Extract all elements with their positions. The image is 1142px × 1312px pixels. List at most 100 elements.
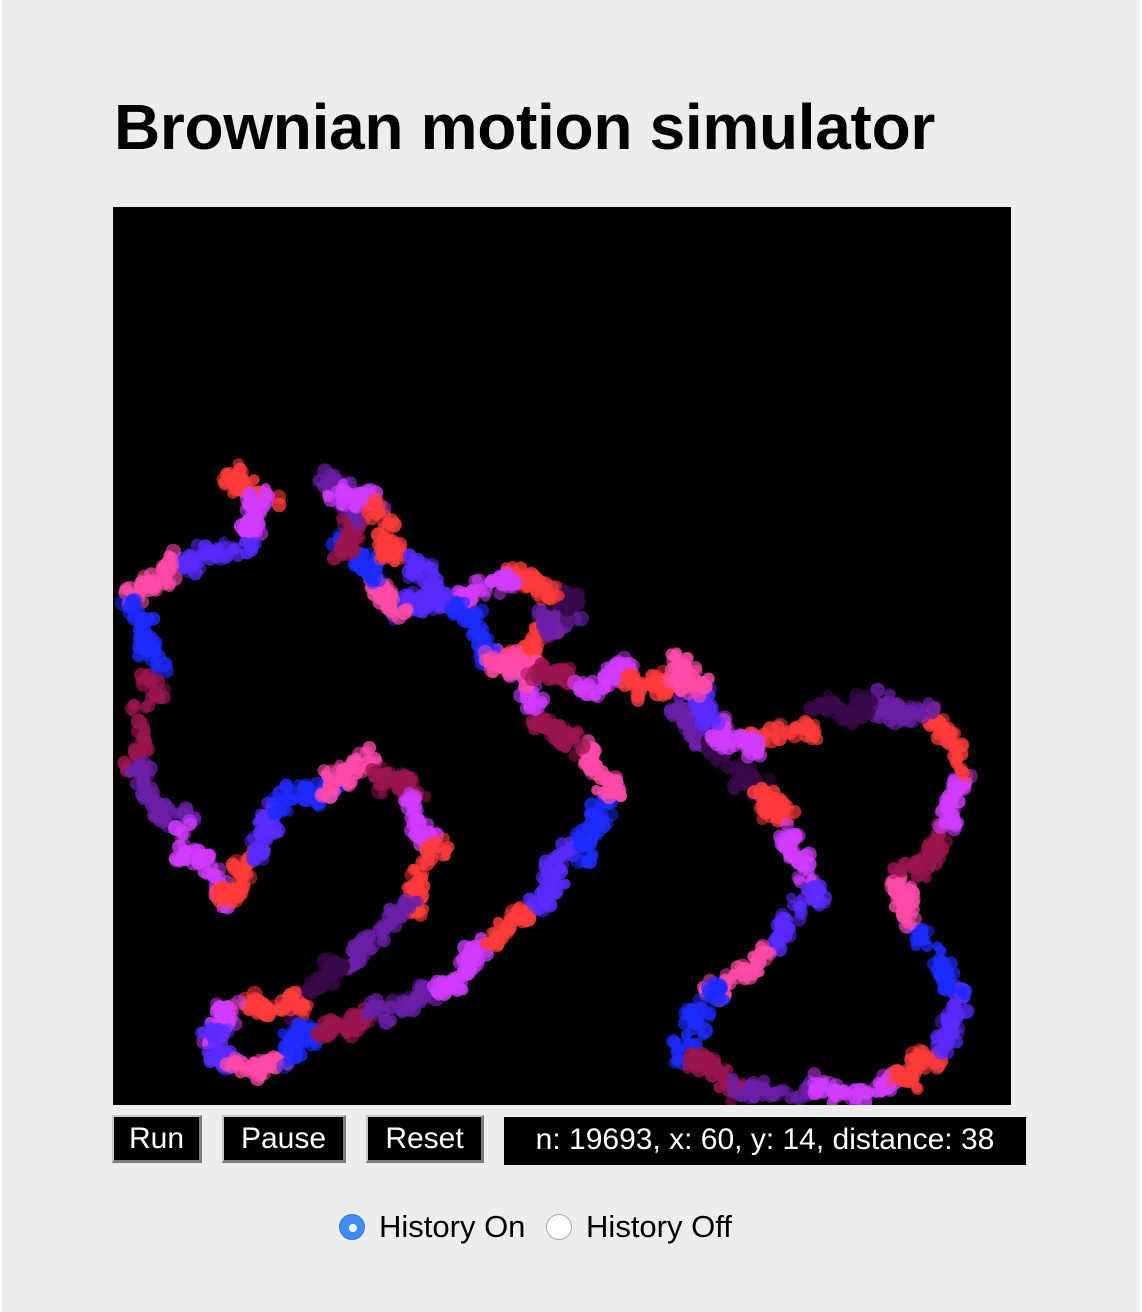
trail-dot bbox=[747, 950, 760, 963]
trail-dot bbox=[229, 881, 241, 893]
trail-dot bbox=[680, 1029, 692, 1041]
trail-dot bbox=[356, 1018, 370, 1032]
trail-dot bbox=[499, 654, 515, 669]
trail-dot bbox=[175, 556, 190, 571]
trail-dot bbox=[697, 1030, 709, 1041]
trail-dot bbox=[383, 917, 397, 930]
trail-dot bbox=[950, 999, 962, 1010]
trail-dot bbox=[648, 680, 660, 691]
trail-dot bbox=[138, 771, 150, 783]
trail-dot bbox=[317, 764, 331, 778]
left-border bbox=[0, 0, 2, 1312]
trail-dot bbox=[141, 698, 156, 713]
trail-dot bbox=[312, 474, 326, 488]
trail-dot bbox=[143, 673, 159, 689]
trail-dot bbox=[894, 864, 906, 876]
radio-unchecked-icon[interactable] bbox=[546, 1214, 573, 1240]
trail-dot bbox=[776, 1084, 789, 1097]
pause-button[interactable]: Pause bbox=[222, 1115, 346, 1163]
trail-dot bbox=[697, 677, 709, 690]
trail-dot bbox=[587, 758, 603, 775]
status-readout: n: 19693, x: 60, y: 14, distance: 38 bbox=[504, 1117, 1026, 1165]
trail-dot bbox=[949, 1035, 964, 1049]
trail-dot bbox=[949, 814, 961, 826]
trail-dot bbox=[597, 786, 612, 800]
trail-dot bbox=[412, 591, 424, 603]
trail-dot bbox=[157, 813, 172, 828]
trail-dot bbox=[323, 468, 337, 482]
history-on-option[interactable]: History On bbox=[339, 1205, 525, 1249]
trail-dot bbox=[586, 852, 598, 863]
trail-dot bbox=[945, 813, 960, 829]
trail-dot bbox=[671, 658, 686, 673]
trail-dot bbox=[177, 828, 189, 840]
trail-dot bbox=[886, 875, 900, 889]
trail-dot bbox=[409, 895, 421, 907]
trail-dot bbox=[573, 610, 589, 627]
trail-dot bbox=[584, 674, 600, 690]
trail-dot bbox=[244, 543, 259, 557]
trail-dot bbox=[692, 688, 707, 703]
trail-dot bbox=[362, 741, 377, 755]
trail-dot bbox=[282, 805, 294, 817]
trail-dot bbox=[960, 1003, 975, 1019]
trail-dot bbox=[163, 550, 175, 562]
trail-dot bbox=[800, 731, 812, 744]
trail-dot bbox=[248, 474, 260, 486]
trail-dot bbox=[246, 985, 263, 1002]
trail-dot bbox=[538, 860, 552, 874]
trail-dot bbox=[687, 1048, 703, 1065]
trail-dot bbox=[756, 1088, 770, 1102]
trail-dot bbox=[435, 847, 450, 862]
trail-dot bbox=[521, 910, 537, 926]
trail-dot bbox=[277, 1028, 289, 1040]
trail-dot bbox=[340, 535, 353, 547]
trail-dot bbox=[526, 570, 540, 584]
trail-dot bbox=[935, 954, 948, 967]
trail-dot bbox=[260, 1007, 273, 1020]
trail-dot bbox=[178, 801, 194, 817]
trail-dot bbox=[760, 793, 776, 809]
page-title: Brownian motion simulator bbox=[114, 91, 935, 163]
trail-dot bbox=[267, 806, 282, 821]
radio-checked-icon[interactable] bbox=[339, 1214, 365, 1240]
trail-dot bbox=[954, 737, 970, 753]
trail-dot bbox=[768, 730, 782, 743]
trail-dot bbox=[159, 663, 174, 679]
history-toggle-group: History On History Off bbox=[339, 1205, 732, 1249]
trail-dot bbox=[955, 778, 969, 791]
run-button[interactable]: Run bbox=[112, 1115, 202, 1163]
trail-dot bbox=[276, 1058, 292, 1075]
trail-dot bbox=[451, 584, 465, 598]
trail-dot bbox=[954, 984, 967, 997]
trail-dot bbox=[524, 700, 535, 711]
trail-dot bbox=[384, 533, 400, 549]
trail-dot bbox=[231, 548, 245, 563]
trail-dot bbox=[803, 717, 814, 729]
trail-dot bbox=[146, 611, 161, 626]
trail-dot bbox=[500, 578, 514, 591]
trail-dot bbox=[484, 575, 498, 588]
simulation-canvas[interactable] bbox=[113, 207, 1011, 1105]
trail-dot bbox=[396, 604, 413, 620]
trail-dot bbox=[560, 584, 571, 595]
trail-dot bbox=[387, 918, 403, 933]
trail-dot bbox=[322, 489, 333, 500]
trail-dot bbox=[544, 593, 557, 606]
trail-dot bbox=[242, 486, 256, 501]
trail-dot bbox=[390, 553, 401, 564]
trail-dot bbox=[804, 893, 817, 905]
history-on-label: History On bbox=[379, 1209, 526, 1244]
trail-dot bbox=[935, 945, 947, 957]
trail-dot bbox=[258, 488, 270, 501]
trail-dot bbox=[295, 1022, 310, 1037]
trail-dot bbox=[181, 814, 198, 830]
history-off-option[interactable]: History Off bbox=[546, 1205, 732, 1249]
trail-dot bbox=[201, 848, 217, 863]
trail-dot bbox=[921, 872, 932, 884]
reset-button[interactable]: Reset bbox=[366, 1115, 484, 1163]
trail-dot bbox=[129, 777, 143, 791]
trail-dot bbox=[411, 828, 427, 844]
trail-dot bbox=[814, 1077, 828, 1091]
trail-dot bbox=[375, 535, 388, 548]
